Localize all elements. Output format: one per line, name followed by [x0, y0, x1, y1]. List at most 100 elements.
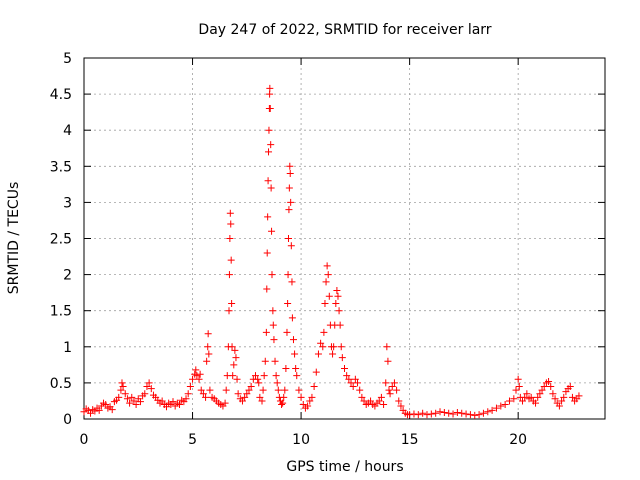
data-point: [231, 346, 239, 354]
data-point: [222, 386, 230, 394]
data-point: [492, 404, 500, 412]
x-tick-label: 15: [401, 432, 419, 448]
data-point: [304, 402, 312, 410]
data-point: [440, 409, 448, 417]
data-point: [228, 343, 236, 351]
data-point: [289, 336, 297, 344]
data-point: [419, 409, 427, 417]
data-point: [266, 105, 274, 113]
axis-ticks: [83, 57, 605, 420]
data-point: [322, 278, 330, 286]
data-point: [225, 271, 233, 279]
data-point: [204, 343, 212, 351]
data-point: [475, 411, 483, 419]
data-point: [226, 209, 234, 217]
x-tick-label: 10: [292, 432, 310, 448]
x-tick-label: 0: [80, 432, 89, 448]
data-point: [324, 271, 332, 279]
data-point: [162, 403, 170, 411]
data-point: [367, 397, 375, 405]
data-point: [515, 383, 523, 391]
data-point: [189, 375, 197, 383]
data-point: [278, 401, 286, 409]
data-point: [445, 409, 453, 417]
data-point: [306, 397, 314, 405]
data-point: [284, 271, 292, 279]
data-point: [347, 379, 355, 387]
data-point: [484, 408, 492, 416]
data-point: [228, 299, 236, 307]
data-point: [287, 242, 295, 250]
data-point: [264, 177, 272, 185]
data-point: [184, 390, 192, 398]
data-point: [121, 390, 129, 398]
data-point: [229, 372, 237, 380]
data-point: [551, 395, 559, 403]
data-point: [267, 141, 275, 149]
data-point: [268, 271, 276, 279]
data-point: [263, 285, 271, 293]
data-points: [80, 84, 583, 419]
data-point: [260, 372, 268, 380]
data-point: [514, 375, 522, 383]
data-point: [251, 372, 259, 380]
data-point: [332, 299, 340, 307]
data-point: [291, 350, 299, 358]
data-point: [317, 339, 325, 347]
data-point: [354, 379, 362, 387]
data-point: [295, 386, 303, 394]
data-point: [285, 206, 293, 214]
data-point: [383, 343, 391, 351]
data-point: [395, 397, 403, 405]
data-point: [406, 411, 414, 419]
data-point: [176, 401, 184, 409]
data-point: [423, 411, 431, 419]
data-point: [221, 399, 229, 407]
data-point: [147, 385, 155, 393]
data-point: [549, 390, 557, 398]
data-point: [119, 383, 127, 391]
data-point: [293, 372, 301, 380]
data-point: [158, 397, 166, 405]
data-point: [233, 375, 241, 383]
data-point: [145, 379, 153, 387]
data-point: [261, 357, 269, 365]
data-point: [169, 398, 177, 406]
data-point: [488, 406, 496, 414]
data-point: [449, 410, 457, 418]
data-point: [226, 235, 234, 242]
data-point: [186, 383, 194, 391]
data-point: [377, 393, 385, 401]
data-point: [397, 402, 405, 410]
data-point: [282, 364, 290, 372]
data-point: [538, 386, 546, 394]
y-tick-label: 2.5: [50, 232, 72, 248]
data-point: [115, 393, 123, 401]
data-point: [263, 249, 271, 257]
data-point: [95, 406, 103, 414]
data-point: [108, 406, 116, 414]
data-point: [432, 409, 440, 417]
data-point: [266, 84, 274, 92]
x-tick-label: 20: [509, 432, 527, 448]
data-point: [264, 213, 272, 221]
data-point: [545, 377, 553, 385]
data-point: [382, 379, 390, 387]
data-point: [385, 386, 393, 394]
data-point: [380, 401, 388, 409]
data-point: [414, 411, 422, 419]
data-point: [272, 372, 280, 380]
data-point: [268, 227, 276, 235]
x-axis-label: GPS time / hours: [286, 459, 403, 475]
data-point: [269, 307, 277, 315]
data-point: [319, 343, 327, 351]
data-point: [196, 370, 204, 378]
data-point: [287, 198, 295, 206]
data-point: [558, 397, 566, 405]
data-point: [338, 354, 346, 362]
data-point: [384, 357, 392, 365]
data-point: [375, 397, 383, 405]
data-point: [232, 354, 240, 362]
data-point: [259, 386, 267, 394]
